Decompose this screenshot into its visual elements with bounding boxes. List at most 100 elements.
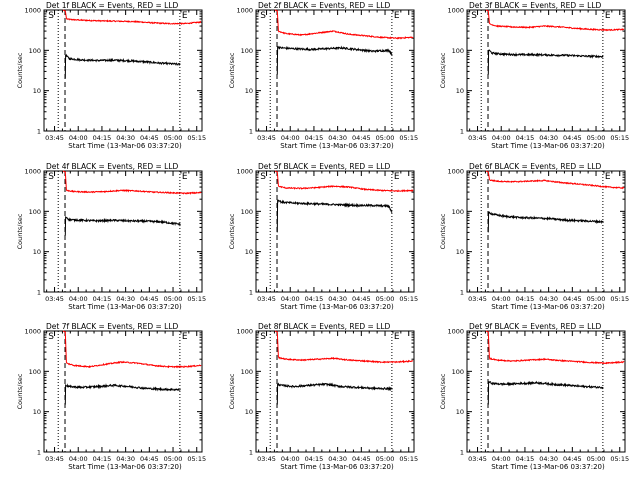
x-axis-label: Start Time (13-Mar-06 03:37:20) — [68, 463, 182, 471]
x-tick-label: 04:00 — [69, 455, 88, 463]
lld-series-line — [274, 170, 414, 193]
panel-det-9f: Det 9f BLACK = Events, RED = LLD 1 10 100 10… — [439, 322, 629, 471]
events-series-line — [487, 211, 604, 233]
x-tick-label: 05:00 — [587, 134, 606, 142]
x-axis-label: Start Time (13-Mar-06 03:37:20) — [68, 303, 182, 311]
y-tick-label: 1000 — [24, 328, 41, 336]
x-tick-label: 04:00 — [69, 134, 88, 142]
plot-frame — [466, 170, 626, 293]
x-tick-label: 04:45 — [140, 455, 159, 463]
y-tick-label: 100 — [241, 47, 253, 55]
start-marker-label: S — [48, 332, 54, 342]
y-tick-label: 1 — [249, 449, 253, 457]
x-tick-label: 04:00 — [69, 295, 88, 303]
end-marker-label: E — [182, 11, 188, 21]
lld-series-line — [62, 170, 202, 195]
x-tick-label: 03:45 — [45, 295, 64, 303]
panel-det-4f: Det 4f BLACK = Events, RED = LLD 1 10 100 10… — [16, 162, 206, 311]
y-axis-label: Counts/sec — [439, 373, 447, 409]
y-tick-label: 1000 — [447, 7, 464, 15]
x-tick-label: 05:15 — [610, 295, 629, 303]
y-tick-label: 1000 — [447, 168, 464, 176]
y-tick-label: 10 — [456, 87, 464, 95]
events-series-line — [276, 382, 393, 405]
start-marker-label: S — [260, 332, 266, 342]
start-marker-label: S — [471, 172, 477, 182]
y-tick-label: 1000 — [236, 328, 253, 336]
y-tick-label: 10 — [33, 248, 41, 256]
panel-title: Det 9f BLACK = Events, RED = LLD — [469, 322, 602, 331]
x-tick-label: 04:45 — [140, 134, 159, 142]
end-marker-label: E — [394, 332, 400, 342]
x-tick-label: 04:45 — [563, 134, 582, 142]
y-tick-label: 10 — [33, 408, 41, 416]
y-tick-label: 1000 — [447, 328, 464, 336]
x-tick-label: 04:45 — [352, 134, 371, 142]
x-tick-label: 05:15 — [399, 134, 418, 142]
y-tick-label: 1 — [37, 128, 41, 136]
x-tick-label: 04:15 — [516, 134, 535, 142]
start-marker-label: S — [48, 172, 54, 182]
events-series-line — [64, 383, 181, 405]
y-tick-label: 100 — [452, 47, 464, 55]
end-marker-label: E — [605, 11, 611, 21]
x-tick-label: 04:30 — [328, 295, 347, 303]
y-tick-label: 1000 — [24, 168, 41, 176]
x-tick-label: 04:15 — [305, 455, 324, 463]
y-tick-label: 10 — [245, 87, 253, 95]
x-tick-label: 05:00 — [164, 134, 183, 142]
panel-det-1f: Det 1f BLACK = Events, RED = LLD 1 10 100 10… — [16, 1, 206, 150]
plot-frame — [466, 330, 626, 453]
x-tick-label: 04:15 — [516, 455, 535, 463]
y-axis-label: Counts/sec — [228, 373, 236, 409]
lld-series-line — [485, 170, 625, 190]
y-tick-label: 1 — [460, 449, 464, 457]
y-axis-label: Counts/sec — [228, 213, 236, 249]
y-tick-label: 1000 — [236, 168, 253, 176]
x-axis-label: Start Time (13-Mar-06 03:37:20) — [280, 142, 394, 150]
x-tick-label: 04:30 — [116, 295, 135, 303]
x-tick-label: 03:45 — [468, 455, 487, 463]
panel-det-6f: Det 6f BLACK = Events, RED = LLD 1 10 100 10… — [439, 162, 629, 311]
events-series-line — [276, 45, 393, 75]
y-tick-label: 100 — [452, 208, 464, 216]
x-tick-label: 04:00 — [492, 295, 511, 303]
y-tick-label: 1 — [37, 289, 41, 297]
x-tick-label: 04:00 — [492, 134, 511, 142]
panel-title: Det 4f BLACK = Events, RED = LLD — [46, 162, 179, 171]
x-tick-label: 04:15 — [93, 455, 112, 463]
y-tick-label: 1000 — [24, 7, 41, 15]
x-tick-label: 05:15 — [399, 455, 418, 463]
x-tick-label: 04:30 — [539, 455, 558, 463]
plot-frame — [466, 9, 626, 132]
x-tick-label: 05:15 — [187, 295, 206, 303]
y-tick-label: 1 — [37, 449, 41, 457]
x-tick-label: 04:30 — [328, 455, 347, 463]
y-tick-label: 1 — [249, 289, 253, 297]
plot-frame — [43, 330, 203, 453]
y-axis-label: Counts/sec — [16, 373, 24, 409]
end-marker-label: E — [394, 172, 400, 182]
y-tick-label: 100 — [29, 47, 41, 55]
panel-title: Det 6f BLACK = Events, RED = LLD — [469, 162, 602, 171]
events-series-line — [487, 49, 604, 75]
y-tick-label: 100 — [29, 368, 41, 376]
y-tick-label: 1 — [460, 128, 464, 136]
x-tick-label: 04:15 — [93, 134, 112, 142]
end-marker-label: E — [182, 172, 188, 182]
panel-title: Det 7f BLACK = Events, RED = LLD — [46, 322, 179, 331]
start-marker-label: S — [471, 332, 477, 342]
x-tick-label: 05:00 — [376, 295, 395, 303]
x-tick-label: 05:00 — [376, 134, 395, 142]
panel-det-2f: Det 2f BLACK = Events, RED = LLD 1 10 100 10… — [228, 1, 418, 150]
x-tick-label: 04:15 — [305, 295, 324, 303]
panel-det-3f: Det 3f BLACK = Events, RED = LLD 1 10 100 10… — [439, 1, 629, 150]
start-marker-label: S — [260, 11, 266, 21]
panel-title: Det 8f BLACK = Events, RED = LLD — [258, 322, 391, 331]
plot-frame — [43, 9, 203, 132]
x-tick-label: 04:30 — [328, 134, 347, 142]
y-tick-label: 100 — [241, 368, 253, 376]
lld-series-line — [485, 9, 625, 32]
start-marker-label: S — [471, 11, 477, 21]
x-tick-label: 04:15 — [305, 134, 324, 142]
